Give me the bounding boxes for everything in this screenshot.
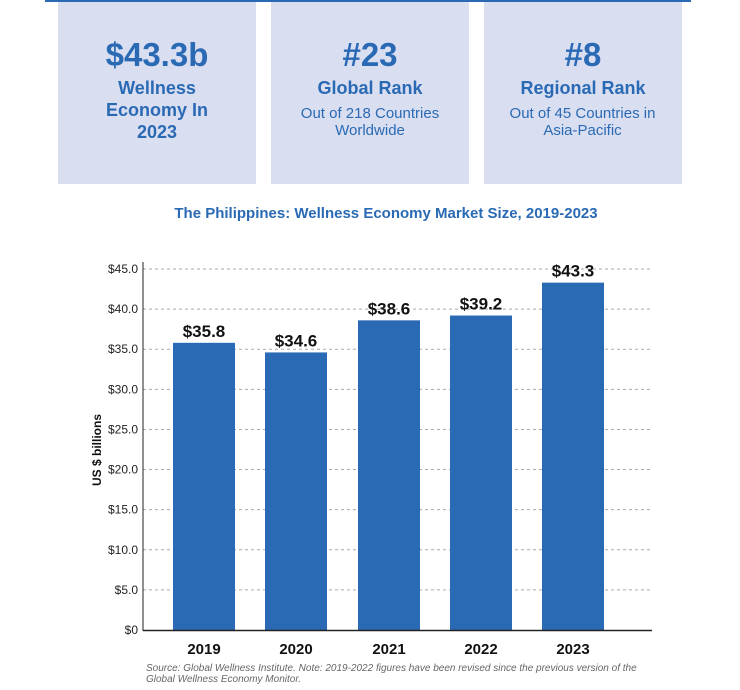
bar-2019 [173,342,235,630]
stat-value: #8 [564,36,602,73]
top-rule [45,0,691,2]
x-tick-label: 2022 [464,641,497,658]
stat-label: Global Rank [317,78,423,98]
stat-card-regional-rank: #8 Regional Rank Out of 45 Countries in … [484,2,682,184]
y-tick-label: $0 [125,623,139,637]
y-tick-label: $20.0 [108,463,138,477]
stat-label: Wellness Economy In 2023 [105,78,208,142]
bar-2020 [265,352,327,630]
x-tick-label: 2019 [187,641,220,658]
x-tick-label: 2023 [556,641,589,658]
x-tick-label: 2020 [279,641,312,658]
bar-2022 [450,315,512,630]
stat-label: Regional Rank [520,78,646,98]
data-label: $35.8 [183,322,226,341]
data-label: $34.6 [275,331,318,350]
y-tick-label: $5.0 [115,583,139,597]
stat-sub: Out of 218 Countries Worldwide [300,105,440,139]
bar-2023 [542,282,604,630]
y-tick-label: $15.0 [108,503,138,517]
x-tick-label: 2021 [372,641,405,658]
y-axis-label: US $ billions [90,414,104,486]
stat-value: #23 [342,36,398,73]
y-tick-label: $40.0 [108,302,138,316]
y-tick-label: $10.0 [108,543,138,557]
stat-value: $43.3b [105,36,209,73]
bar-2021 [358,320,420,630]
y-tick-label: $25.0 [108,422,138,436]
data-label: $43.3 [552,262,595,281]
y-tick-label: $35.0 [108,342,138,356]
source-note: Source: Global Wellness Institute. Note:… [146,663,637,685]
stat-card-global-rank: #23 Global Rank Out of 218 Countries Wor… [271,2,469,184]
data-label: $39.2 [460,295,503,314]
y-tick-label: $30.0 [108,382,138,396]
data-label: $38.6 [368,299,411,318]
y-tick-label: $45.0 [108,262,138,276]
chart-title: The Philippines: Wellness Economy Market… [174,205,598,222]
stat-sub: Out of 45 Countries in Asia-Pacific [509,105,656,139]
stat-card-economy: $43.3b Wellness Economy In 2023 [58,2,256,184]
